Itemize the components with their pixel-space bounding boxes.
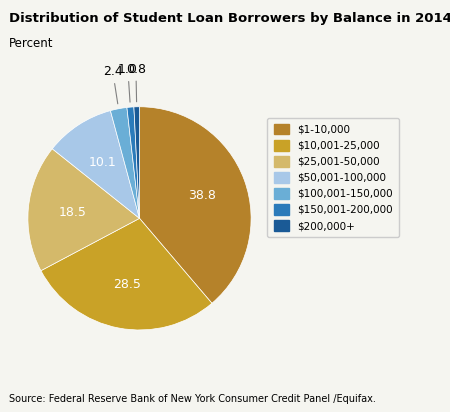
Text: 1.0: 1.0 (118, 63, 138, 102)
Text: Source: Federal Reserve Bank of New York Consumer Credit Panel /Equifax.: Source: Federal Reserve Bank of New York… (9, 394, 376, 404)
Wedge shape (140, 107, 251, 303)
Wedge shape (41, 218, 212, 330)
Wedge shape (52, 110, 140, 218)
Wedge shape (28, 149, 140, 271)
Text: 0.8: 0.8 (126, 63, 146, 102)
Text: 38.8: 38.8 (189, 189, 216, 202)
Text: Distribution of Student Loan Borrowers by Balance in 2014: Distribution of Student Loan Borrowers b… (9, 12, 450, 26)
Wedge shape (134, 107, 140, 218)
Text: 2.4: 2.4 (103, 65, 123, 104)
Text: 10.1: 10.1 (89, 156, 117, 169)
Legend: $1-10,000, $10,001-25,000, $25,001-50,000, $50,001-100,000, $100,001-150,000, $1: $1-10,000, $10,001-25,000, $25,001-50,00… (267, 117, 399, 237)
Text: Percent: Percent (9, 37, 54, 50)
Text: 18.5: 18.5 (59, 206, 87, 219)
Text: 28.5: 28.5 (113, 278, 141, 290)
Wedge shape (127, 107, 140, 218)
Wedge shape (110, 108, 140, 218)
